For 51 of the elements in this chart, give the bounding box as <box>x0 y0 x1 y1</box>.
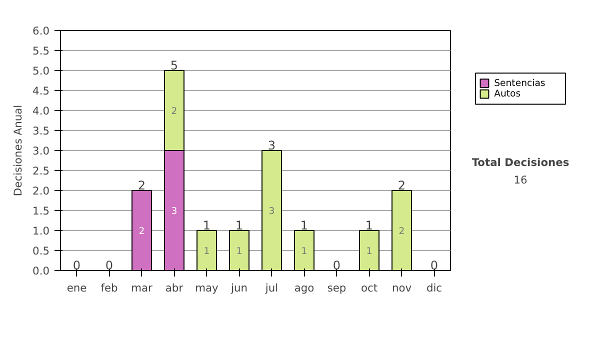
data-label: 3 <box>268 206 275 217</box>
data-label: 2 <box>171 106 178 117</box>
x-tick-label: ene <box>66 282 87 294</box>
y-axis-title: Decisiones Anual <box>12 104 25 196</box>
y-tick-label: 0.0 <box>32 264 50 278</box>
x-tick-label: jul <box>264 282 278 294</box>
text: 0 <box>72 258 81 272</box>
total-label: 1 <box>300 218 308 232</box>
legend-label: Autos <box>494 88 521 100</box>
y-tick-label: 3.5 <box>32 124 50 138</box>
legend-label: Sentencias <box>494 78 546 89</box>
total-label: 1 <box>235 218 244 232</box>
y-tick-label: 3.0 <box>32 144 50 158</box>
x-tick-label: sep <box>327 282 346 294</box>
data-label: 1 <box>366 246 372 257</box>
data-label: 1 <box>301 246 308 257</box>
y-tick-label: 1.5 <box>32 204 50 218</box>
x-tick-label: nov <box>392 282 412 294</box>
y-tick-label: 0.5 <box>32 244 50 258</box>
x-tick-label: dic <box>426 282 442 294</box>
y-tick-label: 2.5 <box>32 164 50 178</box>
text: 0 <box>105 258 114 272</box>
y-tick-label: 1.0 <box>32 224 50 238</box>
x-tick-label: abr <box>165 282 184 294</box>
total-label: 2 <box>138 178 146 192</box>
data-label: 2 <box>398 226 405 237</box>
x-tick-label: mar <box>131 282 154 294</box>
text: 16 <box>514 173 528 186</box>
total-label: 1 <box>202 218 211 232</box>
total-label: 3 <box>268 138 276 152</box>
data-label: 3 <box>171 206 178 217</box>
y-tick-label: 4.0 <box>32 104 50 118</box>
x-tick-label: may <box>195 282 218 294</box>
x-tick-label: ago <box>294 282 314 294</box>
y-tick-label: 2.0 <box>32 184 50 198</box>
total-label: 1 <box>365 218 374 232</box>
data-label: 1 <box>204 246 210 257</box>
data-label: 1 <box>236 246 242 257</box>
y-tick-label: 5.0 <box>32 64 50 78</box>
total-label: 5 <box>170 58 178 72</box>
total-label: 2 <box>398 178 406 192</box>
y-tick-label: 6.0 <box>32 24 50 38</box>
x-tick-label: feb <box>100 282 118 294</box>
y-tick-label: 4.5 <box>32 84 50 98</box>
y-tick-label: 5.5 <box>32 44 50 58</box>
text: 0 <box>332 258 341 272</box>
x-tick-label: jun <box>230 282 248 294</box>
x-tick-label: oct <box>360 282 378 294</box>
text: Total Decisiones <box>472 156 570 169</box>
data-label: 2 <box>138 226 145 237</box>
text: 0 <box>430 258 438 272</box>
